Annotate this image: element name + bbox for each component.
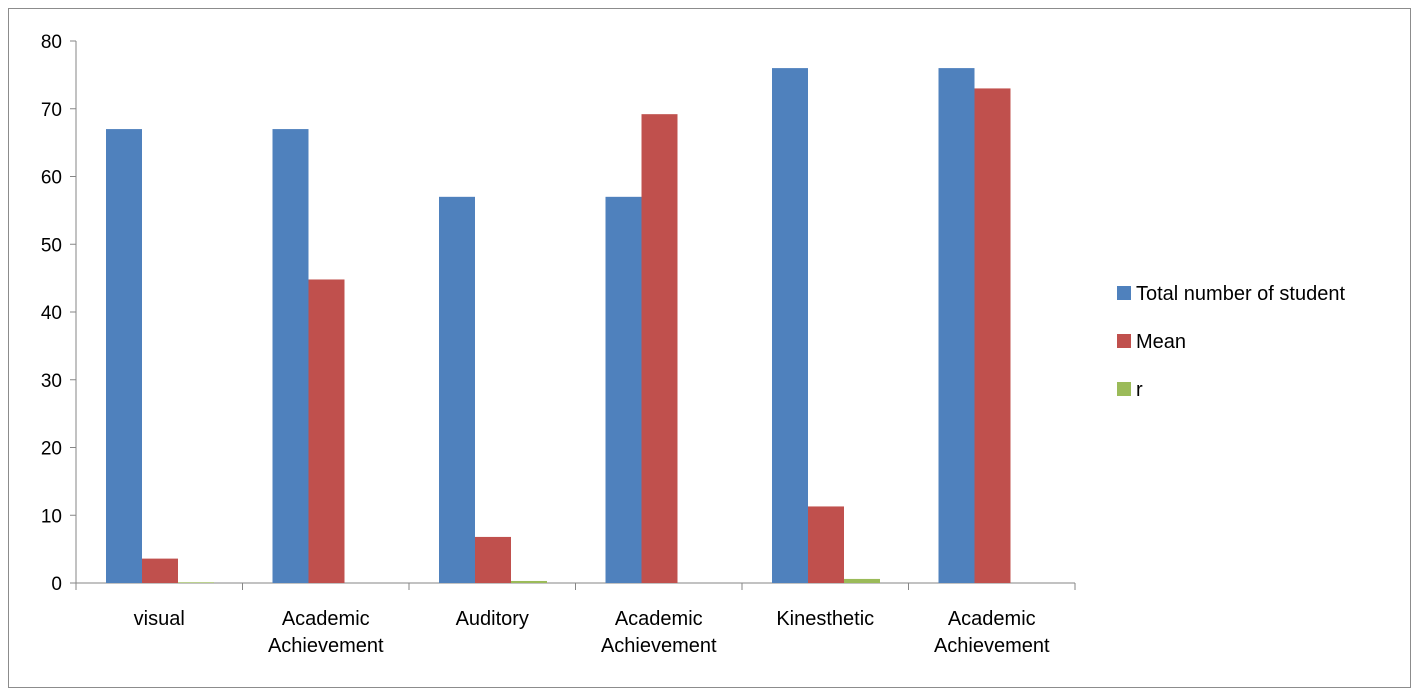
x-tick-label: Kinesthetic xyxy=(776,608,874,630)
y-tick-label: 20 xyxy=(41,439,62,460)
legend: Total number of student Mean r xyxy=(1117,283,1345,401)
x-tick-labels: visual Academic Achievement Auditory Academi… xyxy=(134,608,1050,657)
y-tick-label: 0 xyxy=(51,574,62,595)
bar-total-number-of-student xyxy=(938,68,975,584)
legend-swatch xyxy=(1117,382,1131,396)
x-tick-label: visual xyxy=(134,608,185,630)
y-tick-label: 70 xyxy=(41,100,62,121)
y-tick-label: 30 xyxy=(41,371,62,392)
x-tick-label: Academic Achievement xyxy=(934,608,1050,657)
x-tick-label: Academic Achievement xyxy=(601,608,717,657)
bar-total-number-of-student xyxy=(106,129,142,583)
x-tick-label: Auditory xyxy=(456,608,529,630)
legend-label: r xyxy=(1136,379,1143,401)
chart-frame xyxy=(8,8,1411,688)
bar-total-number-of-student xyxy=(272,129,309,583)
bar-mean xyxy=(808,506,844,583)
y-tick-labels: 0 10 20 30 40 50 60 70 80 xyxy=(41,32,62,595)
y-tick-label: 40 xyxy=(41,303,62,324)
x-tick-label: Academic Achievement xyxy=(268,608,384,657)
legend-swatch xyxy=(1117,334,1131,348)
bar-mean xyxy=(974,88,1011,584)
legend-swatch xyxy=(1117,286,1131,300)
y-tick-label: 10 xyxy=(41,506,62,527)
bar-mean xyxy=(308,279,345,583)
bar-total-number-of-student xyxy=(439,196,475,583)
bar-total-number-of-student xyxy=(772,68,808,584)
bar-total-number-of-student xyxy=(605,196,642,583)
y-tick-label: 50 xyxy=(41,235,62,256)
legend-label: Mean xyxy=(1136,331,1186,353)
legend-label: Total number of student xyxy=(1136,283,1345,305)
bar-r xyxy=(178,582,214,583)
bar-mean xyxy=(641,114,678,584)
bar-r xyxy=(511,580,547,583)
bar-r xyxy=(844,578,880,583)
y-tick-label: 80 xyxy=(41,32,62,53)
axes xyxy=(70,40,1076,590)
bars xyxy=(106,68,1011,584)
y-tick-label: 60 xyxy=(41,168,62,189)
bar-mean xyxy=(142,558,178,583)
bar-mean xyxy=(475,536,511,583)
